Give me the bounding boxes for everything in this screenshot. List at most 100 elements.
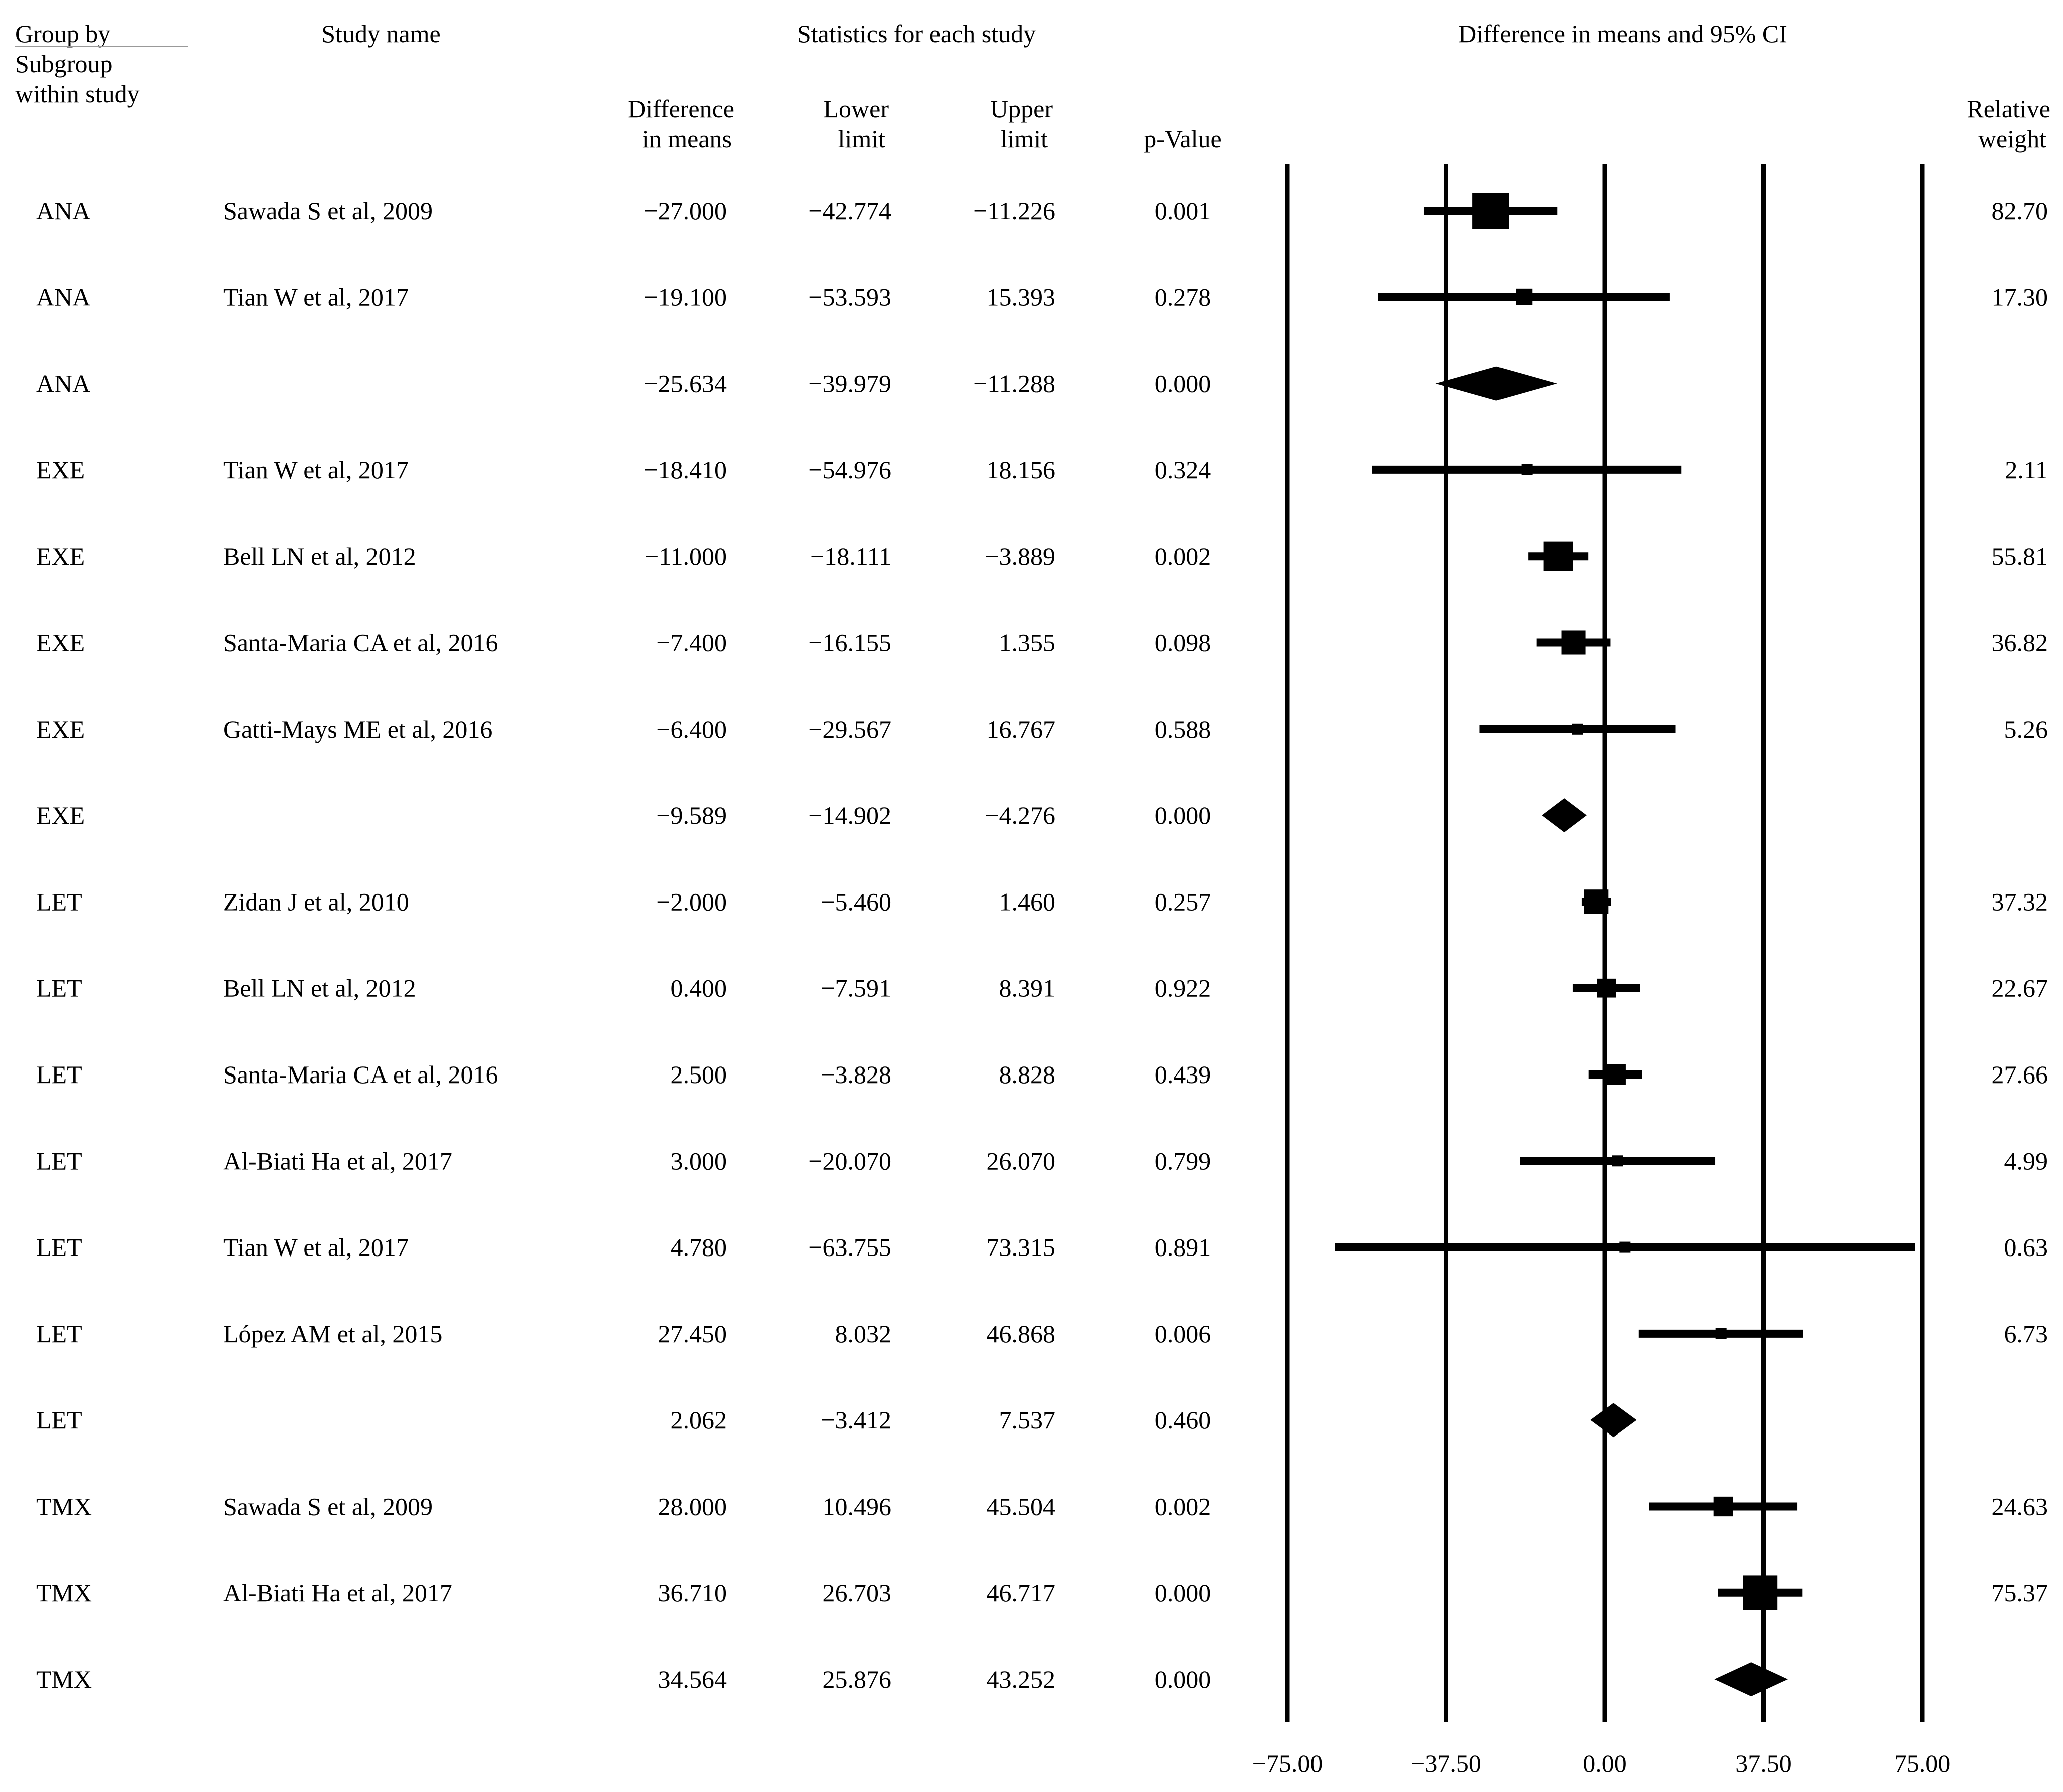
header-weight-line1: Relative — [1967, 95, 2050, 123]
study-row: LET Santa-Maria CA et al, 2016 2.500 −3.828… — [36, 1060, 2048, 1089]
header-upper-line1: Upper — [990, 95, 1053, 123]
group-label: LET — [36, 1233, 82, 1262]
group-label: EXE — [36, 542, 85, 570]
diff-value: −18.410 — [644, 456, 727, 484]
lower-limit-value: 8.032 — [835, 1320, 892, 1348]
header-ci: Difference in means and 95% CI — [1458, 20, 1787, 48]
study-name: Al-Biati Ha et al, 2017 — [223, 1147, 452, 1175]
header-study-name: Study name — [321, 20, 440, 48]
summary-row: ANA −25.634 −39.979 −11.288 0.000 — [36, 366, 1557, 401]
upper-limit-value: 43.252 — [987, 1665, 1056, 1693]
diff-value: −7.400 — [656, 629, 727, 657]
group-label: EXE — [36, 715, 85, 743]
study-row: LET Zidan J et al, 2010 −2.000 −5.460 1.460 0… — [36, 887, 2048, 916]
lower-limit-value: −42.774 — [808, 197, 891, 225]
summary-row: TMX 34.564 25.876 43.252 0.000 — [36, 1662, 1788, 1697]
lower-limit-value: −3.412 — [821, 1406, 891, 1434]
study-name: Tian W et al, 2017 — [223, 1233, 409, 1262]
study-name: Zidan J et al, 2010 — [223, 887, 409, 916]
group-label: LET — [36, 1147, 82, 1175]
upper-limit-value: 26.070 — [987, 1147, 1056, 1175]
diff-value: 2.062 — [671, 1406, 727, 1434]
upper-limit-value: 8.391 — [999, 974, 1056, 1002]
relative-weight: 24.63 — [1992, 1493, 2048, 1521]
group-label: ANA — [36, 370, 90, 398]
study-row: LET López AM et al, 2015 27.450 8.032 46.868… — [36, 1320, 2048, 1348]
upper-limit-value: −11.226 — [973, 197, 1055, 225]
study-row: ANA Tian W et al, 2017 −19.100 −53.593 15.39… — [36, 283, 2048, 311]
lower-limit-value: −54.976 — [808, 456, 891, 484]
x-tick-label: 37.50 — [1735, 1749, 1792, 1777]
relative-weight: 75.37 — [1992, 1579, 2048, 1607]
header-group-line1: Group by — [15, 20, 110, 48]
effect-square — [1584, 889, 1609, 914]
header-lower-line2: limit — [838, 125, 886, 153]
p-value: 0.098 — [1155, 629, 1211, 657]
p-value: 0.000 — [1155, 370, 1211, 398]
group-label: LET — [36, 1060, 82, 1089]
group-label: ANA — [36, 283, 90, 311]
upper-limit-value: −11.288 — [973, 370, 1055, 398]
effect-square — [1619, 1241, 1631, 1253]
upper-limit-value: 46.717 — [987, 1579, 1056, 1607]
diff-value: 36.710 — [658, 1579, 727, 1607]
summary-diamond — [1714, 1662, 1788, 1697]
p-value: 0.006 — [1155, 1320, 1211, 1348]
upper-limit-value: −4.276 — [985, 801, 1055, 829]
group-label: LET — [36, 1320, 82, 1348]
relative-weight: 82.70 — [1992, 197, 2048, 225]
effect-square — [1605, 1064, 1626, 1085]
effect-square — [1561, 630, 1586, 655]
header-lower-line1: Lower — [824, 95, 889, 123]
relative-weight: 55.81 — [1992, 542, 2048, 570]
p-value: 0.257 — [1155, 887, 1211, 916]
p-value: 0.002 — [1155, 1493, 1211, 1521]
upper-limit-value: 15.393 — [987, 283, 1056, 311]
diff-value: −11.000 — [645, 542, 727, 570]
study-row: EXE Bell LN et al, 2012 −11.000 −18.111 −3.8… — [36, 541, 2048, 571]
study-row: LET Al-Biati Ha et al, 2017 3.000 −20.070 26… — [36, 1147, 2048, 1175]
lower-limit-value: −7.591 — [821, 974, 891, 1002]
header-difference-line1: Difference — [628, 95, 734, 123]
p-value: 0.002 — [1155, 542, 1211, 570]
p-value: 0.000 — [1155, 1579, 1211, 1607]
effect-square — [1516, 288, 1533, 305]
group-label: TMX — [36, 1665, 92, 1693]
p-value: 0.324 — [1155, 456, 1211, 484]
diff-value: 34.564 — [658, 1665, 727, 1693]
lower-limit-value: 25.876 — [823, 1665, 892, 1693]
p-value: 0.588 — [1155, 715, 1211, 743]
group-label: TMX — [36, 1579, 92, 1607]
study-name: López AM et al, 2015 — [223, 1320, 442, 1348]
group-label: LET — [36, 887, 82, 916]
header-pvalue: p-Value — [1144, 125, 1222, 153]
relative-weight: 4.99 — [2004, 1147, 2048, 1175]
diff-value: 2.500 — [671, 1060, 727, 1089]
study-row: LET Bell LN et al, 2012 0.400 −7.591 8.391 0.… — [36, 974, 2048, 1002]
effect-square — [1612, 1155, 1623, 1167]
effect-square — [1521, 464, 1533, 475]
study-row: EXE Gatti-Mays ME et al, 2016 −6.400 −29.56… — [36, 715, 2048, 743]
group-label: EXE — [36, 456, 85, 484]
group-label: ANA — [36, 197, 90, 225]
effect-square — [1472, 193, 1509, 229]
p-value: 0.278 — [1155, 283, 1211, 311]
study-name: Sawada S et al, 2009 — [223, 197, 433, 225]
study-name: Sawada S et al, 2009 — [223, 1493, 433, 1521]
lower-limit-value: −18.111 — [810, 542, 891, 570]
upper-limit-value: 8.828 — [999, 1060, 1056, 1089]
upper-limit-value: 46.868 — [987, 1320, 1056, 1348]
group-label: EXE — [36, 801, 85, 829]
lower-limit-value: −63.755 — [808, 1233, 891, 1262]
diff-value: 4.780 — [671, 1233, 727, 1262]
summary-diamond — [1542, 798, 1587, 833]
study-name: Gatti-Mays ME et al, 2016 — [223, 715, 492, 743]
lower-limit-value: 10.496 — [823, 1493, 892, 1521]
relative-weight: 2.11 — [2005, 456, 2048, 484]
lower-limit-value: 26.703 — [823, 1579, 892, 1607]
study-name: Santa-Maria CA et al, 2016 — [223, 1060, 498, 1089]
relative-weight: 27.66 — [1992, 1060, 2048, 1089]
study-name: Tian W et al, 2017 — [223, 456, 409, 484]
x-tick-label: −37.50 — [1411, 1749, 1481, 1777]
diff-value: −27.000 — [644, 197, 727, 225]
